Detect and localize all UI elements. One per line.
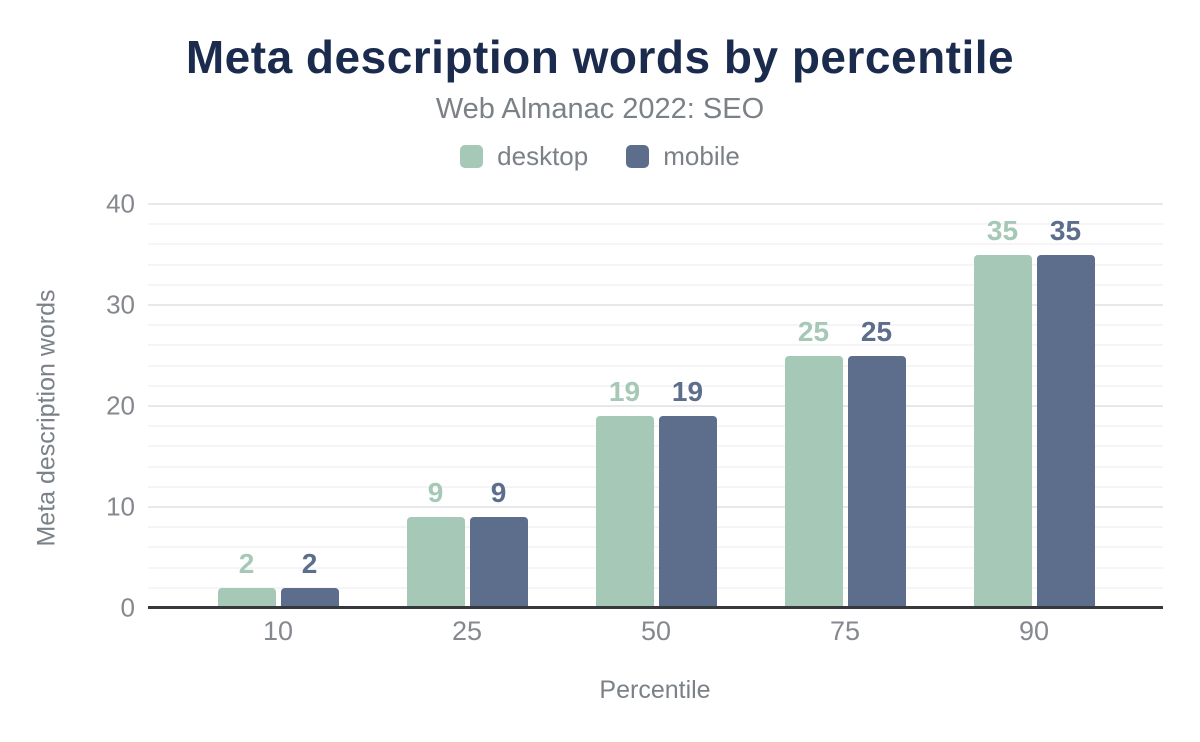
- bar-desktop-p50: [595, 416, 654, 608]
- legend-swatch-mobile-icon: [626, 145, 650, 168]
- gridline-minor-22: [148, 384, 1163, 387]
- gridline-minor-12: [148, 485, 1163, 488]
- bar-mobile-p75: [847, 355, 906, 608]
- x-tick-75: 75: [829, 616, 861, 646]
- bar-value-label-mobile-p75: 25: [860, 315, 893, 347]
- y-tick-30: 30: [106, 289, 135, 320]
- x-tick-25: 25: [451, 616, 483, 646]
- legend-item-desktop: desktop: [460, 141, 588, 172]
- x-tick-50: 50: [640, 616, 672, 646]
- gridline-minor-8: [148, 526, 1163, 529]
- bar-value-label-mobile-p50: 19: [671, 376, 704, 408]
- bar-value-label-desktop-p25: 9: [427, 477, 444, 509]
- gridline-minor-18: [148, 425, 1163, 428]
- y-tick-0: 0: [120, 592, 135, 623]
- gridline-minor-34: [148, 263, 1163, 266]
- x-axis-title: Percentile: [599, 676, 711, 704]
- gridline-minor-26: [148, 344, 1163, 347]
- bar-value-label-mobile-p90: 35: [1049, 214, 1082, 246]
- x-tick-90: 90: [1018, 616, 1050, 646]
- bar-value-label-desktop-p90: 35: [986, 214, 1019, 246]
- gridline-minor-16: [148, 445, 1163, 448]
- legend-item-mobile: mobile: [626, 141, 740, 172]
- y-tick-20: 20: [106, 390, 135, 421]
- gridline-minor-2: [148, 586, 1163, 589]
- chart-title: Meta description words by percentile: [185, 31, 1015, 83]
- gridline-minor-4: [148, 566, 1163, 569]
- bar-group-p75: 25 25: [784, 204, 906, 608]
- bar-value-label-desktop-p50: 19: [608, 376, 641, 408]
- x-tick-10: 10: [262, 616, 294, 646]
- gridline-major-10: [148, 506, 1163, 508]
- gridline-minor-36: [148, 243, 1163, 246]
- y-tick-40: 40: [106, 188, 135, 219]
- bar-desktop-p75: [784, 355, 843, 608]
- plot-area: 2 2 9 9 19 19 25 25 35 35: [148, 203, 1163, 609]
- bar-desktop-p10: [217, 587, 276, 608]
- bar-group-p50: 19 19: [595, 204, 717, 608]
- y-tick-10: 10: [106, 491, 135, 522]
- bar-mobile-p50: [658, 416, 717, 608]
- gridline-major-40: [148, 203, 1163, 205]
- bar-mobile-p25: [469, 517, 528, 608]
- chart-subtitle: Web Almanac 2022: SEO: [435, 93, 765, 125]
- gridline-minor-32: [148, 283, 1163, 286]
- bar-mobile-p90: [1036, 254, 1095, 608]
- bar-value-label-desktop-p10: 2: [238, 547, 255, 579]
- x-axis-line: [148, 606, 1163, 609]
- gridline-minor-38: [148, 223, 1163, 226]
- gridline-minor-14: [148, 465, 1163, 468]
- bar-desktop-p25: [406, 517, 465, 608]
- legend-label-mobile: mobile: [663, 141, 740, 171]
- bar-desktop-p90: [973, 254, 1032, 608]
- legend-label-desktop: desktop: [497, 141, 589, 171]
- gridline-minor-6: [148, 546, 1163, 549]
- gridline-major-30: [148, 304, 1163, 306]
- bar-value-label-mobile-p10: 2: [301, 547, 318, 579]
- gridline-minor-24: [148, 364, 1163, 367]
- gridline-minor-28: [148, 324, 1163, 327]
- gridline-major-20: [148, 405, 1163, 407]
- bar-value-label-desktop-p75: 25: [797, 315, 830, 347]
- legend-swatch-desktop-icon: [460, 145, 484, 168]
- bar-mobile-p10: [280, 587, 339, 608]
- bar-group-p90: 35 35: [973, 204, 1095, 608]
- legend: desktop mobile: [0, 141, 1200, 172]
- bar-value-label-mobile-p25: 9: [490, 477, 507, 509]
